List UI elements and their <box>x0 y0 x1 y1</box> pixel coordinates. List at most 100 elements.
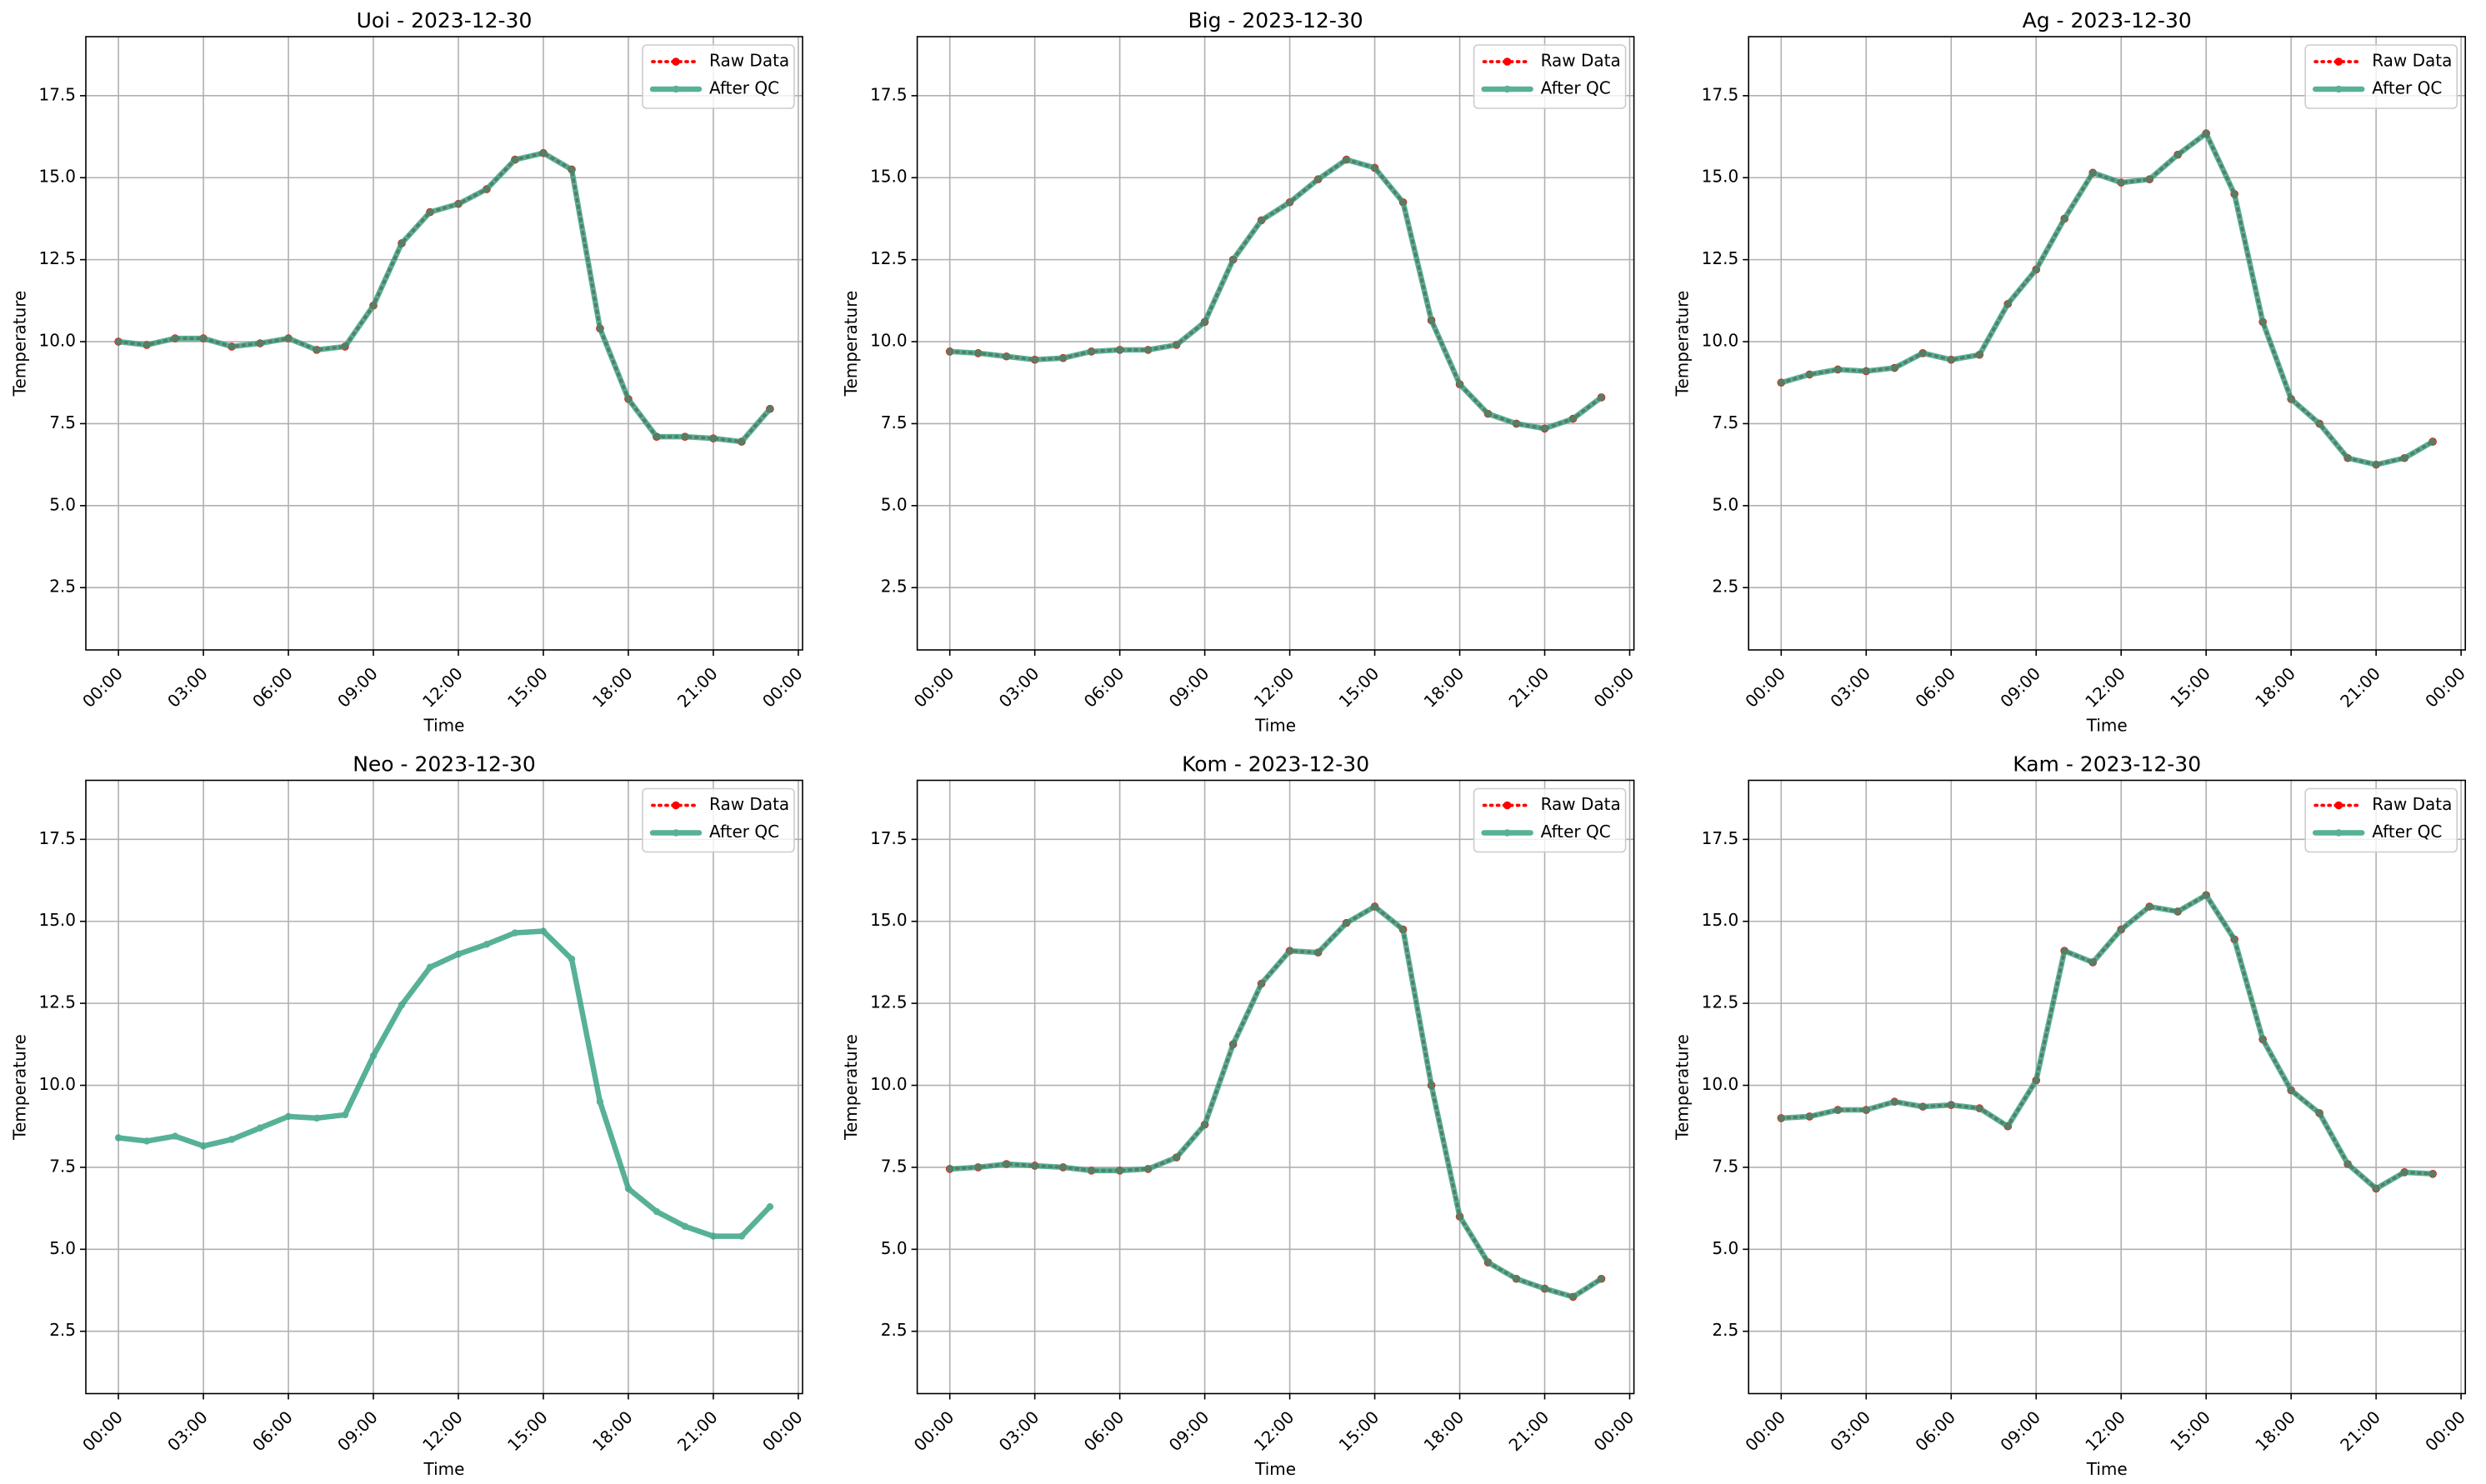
x-tick-label: 06:00 <box>1911 1407 1959 1456</box>
x-tick-label: 18:00 <box>588 663 637 712</box>
x-tick-label: 09:00 <box>333 663 382 712</box>
marker <box>1399 198 1407 206</box>
marker <box>1343 919 1350 927</box>
marker <box>2173 907 2182 916</box>
x-tick-label: 12:00 <box>1250 1407 1298 1456</box>
marker <box>426 208 434 216</box>
marker <box>2089 958 2097 967</box>
x-tick-label: 03:00 <box>1826 1407 1874 1456</box>
marker <box>738 1232 746 1240</box>
y-tick-label: 5.0 <box>49 494 76 514</box>
marker <box>2117 926 2125 933</box>
x-axis-label: Time <box>423 1459 465 1479</box>
marker <box>2428 437 2437 446</box>
marker <box>2145 176 2153 183</box>
y-tick-label: 15.0 <box>38 167 76 187</box>
marker <box>2004 1122 2012 1130</box>
marker <box>624 1185 633 1192</box>
legend-entry <box>2313 801 2364 810</box>
legend-entry <box>1481 85 1533 93</box>
y-tick-label: 7.5 <box>49 1156 76 1176</box>
y-tick-label: 10.0 <box>1702 1074 1739 1094</box>
marker <box>1201 1121 1208 1128</box>
y-tick-label: 7.5 <box>881 1156 908 1176</box>
marker <box>511 929 519 937</box>
legend-label: Raw Data <box>709 51 789 71</box>
x-tick-label: 12:00 <box>1250 663 1298 712</box>
legend: Raw Data After QC <box>642 44 795 109</box>
subplot: 00:00 03:00 06:00 09:00 12:00 15:00 18:00 21:00… <box>10 752 807 1480</box>
marker <box>1834 366 1842 373</box>
y-tick-label: 5.0 <box>1712 494 1738 514</box>
chart-title: Big - 2023-12-30 <box>1188 8 1363 32</box>
x-tick-label: 00:00 <box>758 663 807 712</box>
marker <box>1569 1293 1577 1301</box>
legend-marker <box>2335 85 2343 93</box>
x-tick-label: 00:00 <box>910 1407 958 1456</box>
marker <box>341 1111 349 1119</box>
marker <box>2343 1160 2352 1168</box>
marker <box>2343 454 2352 462</box>
legend-entry <box>649 85 703 93</box>
y-tick-label: 5.0 <box>881 1238 908 1258</box>
marker <box>454 200 463 207</box>
x-tick-label: 15:00 <box>1335 1407 1383 1456</box>
marker <box>1371 164 1378 172</box>
legend-marker <box>672 829 680 837</box>
marker <box>709 1232 718 1240</box>
marker <box>284 334 293 342</box>
legend-marker <box>672 85 680 93</box>
marker <box>1116 1167 1123 1175</box>
marker <box>1088 1167 1095 1175</box>
line <box>947 903 1604 1300</box>
marker <box>1088 347 1095 356</box>
y-axis-label: Temperature <box>10 1034 30 1141</box>
marker <box>1003 352 1010 360</box>
legend-label: Raw Data <box>2372 51 2452 71</box>
marker <box>2400 1168 2408 1177</box>
y-tick-label: 7.5 <box>881 412 908 432</box>
x-tick-label: 06:00 <box>248 1407 297 1456</box>
x-tick-label: 15:00 <box>2166 1407 2214 1456</box>
legend-entry <box>649 829 703 837</box>
marker <box>2258 1036 2267 1043</box>
subplot: 00:00 03:00 06:00 09:00 12:00 15:00 18:00 21:00… <box>841 8 1638 736</box>
x-tick-label: 21:00 <box>2336 663 2384 712</box>
legend-label: After QC <box>1541 78 1611 98</box>
y-tick-label: 2.5 <box>1712 1320 1738 1340</box>
marker <box>1116 346 1123 354</box>
marker <box>1031 1162 1038 1170</box>
marker <box>2202 129 2210 137</box>
x-tick-label: 03:00 <box>995 663 1043 712</box>
y-tick-label: 12.5 <box>1702 992 1739 1012</box>
x-tick-label: 21:00 <box>673 663 722 712</box>
axes-frame <box>1748 779 2466 1395</box>
series <box>946 156 1605 432</box>
series <box>1778 892 2437 1192</box>
x-tick-label: 03:00 <box>163 663 212 712</box>
marker <box>1286 198 1293 206</box>
subplot: 00:00 03:00 06:00 09:00 12:00 15:00 18:00 21:00… <box>10 8 807 736</box>
x-tick-label: 12:00 <box>418 663 467 712</box>
marker <box>653 432 661 441</box>
plot-area <box>917 780 1634 1394</box>
legend-marker <box>2334 801 2343 810</box>
legend: Raw Data After QC <box>1473 787 1627 853</box>
marker <box>2145 902 2153 911</box>
x-tick-label: 21:00 <box>1505 663 1553 712</box>
legend-label: Raw Data <box>709 794 789 814</box>
marker <box>974 1163 982 1172</box>
x-tick-label: 00:00 <box>1590 663 1638 712</box>
legend-label: After QC <box>709 822 779 842</box>
x-tick-label: 00:00 <box>78 1407 127 1456</box>
marker <box>1919 349 1927 357</box>
y-tick-label: 7.5 <box>49 412 76 432</box>
x-tick-label: 03:00 <box>163 1407 212 1456</box>
y-tick-label: 2.5 <box>881 577 908 597</box>
marker <box>2117 178 2125 187</box>
series <box>1778 129 2437 468</box>
y-axis-label: Temperature <box>10 291 30 397</box>
line <box>115 150 773 445</box>
marker <box>2202 892 2210 899</box>
legend-label: After QC <box>2372 78 2442 98</box>
